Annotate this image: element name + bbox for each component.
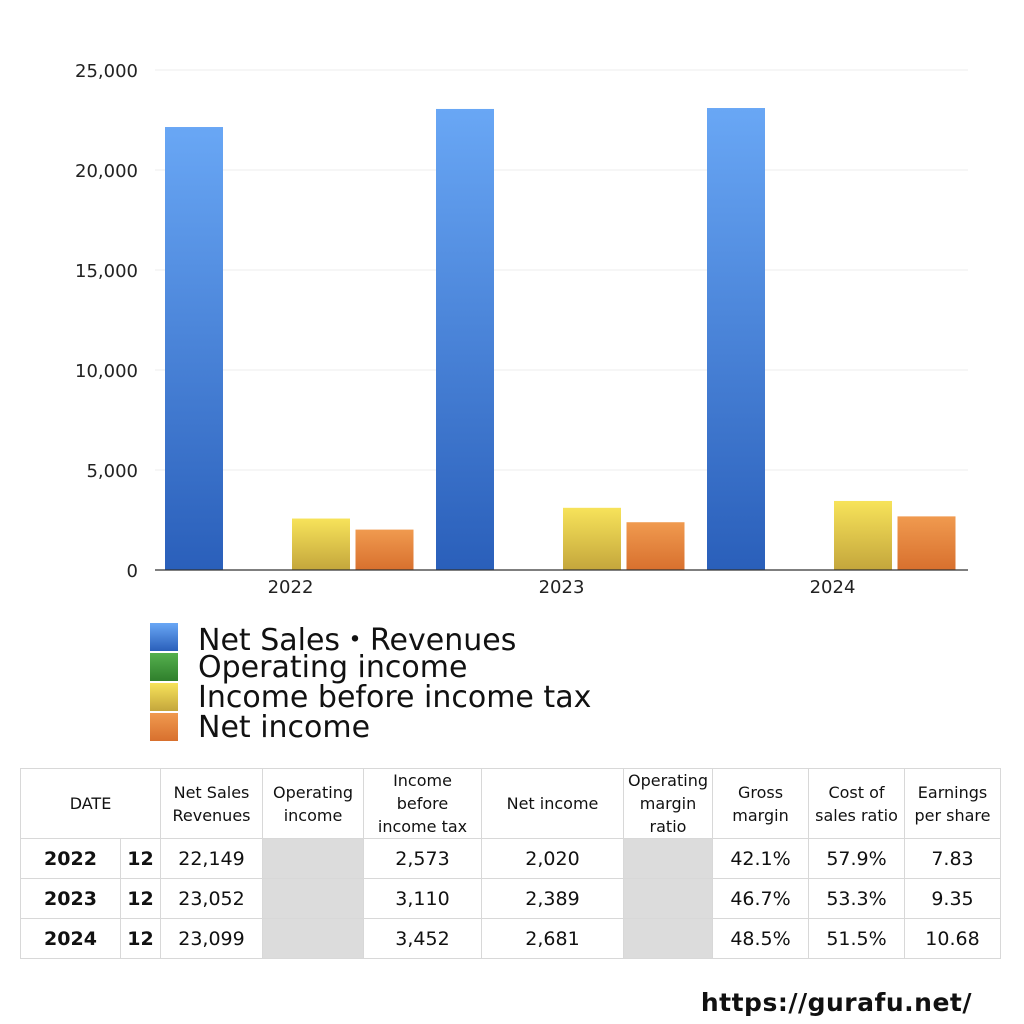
cell-eps: 9.35	[904, 878, 1001, 919]
cell-cost-of-sales: 57.9%	[808, 838, 905, 879]
bar-income-before-tax-2023	[563, 507, 621, 570]
cell-eps: 10.68	[904, 918, 1001, 959]
cell-eps: 7.83	[904, 838, 1001, 879]
header-operating-income: Operating income	[262, 768, 364, 839]
cell-income-before-tax: 2,573	[363, 838, 482, 879]
y-tick-label: 5,000	[86, 461, 138, 482]
legend-item-income-before-tax: Income before income tax	[150, 679, 592, 715]
bar-income-before-tax-2024	[834, 500, 892, 570]
cell-gross-margin: 48.5%	[712, 918, 809, 959]
bar-net-sales-2024	[707, 108, 765, 571]
cell-net-income: 2,389	[481, 878, 624, 919]
bar-chart: 0 5,000 10,000 15,000 20,000 25,000 2022 2023 20…	[75, 61, 968, 598]
cell-gross-margin: 42.1%	[712, 838, 809, 879]
cell-operating-income	[262, 838, 364, 879]
cell-operating-margin	[623, 878, 713, 919]
legend-swatch-net-income	[150, 713, 178, 741]
bar-income-before-tax-2022	[292, 518, 350, 570]
header-earnings-per-share: Earnings per share	[904, 768, 1001, 839]
legend-item-net-income: Net income	[150, 709, 591, 745]
table-row: 2022 12 22,149 2,573 2,020 42.1% 57.9% 7…	[20, 838, 1001, 879]
table-row: 2023 12 23,052 3,110 2,389 46.7% 53.3% 9…	[20, 878, 1001, 919]
legend-swatch-operating-income	[150, 653, 178, 681]
header-income-before-tax: Income before income tax	[363, 768, 482, 839]
cell-month: 12	[120, 878, 161, 919]
y-tick-label: 10,000	[75, 361, 138, 382]
legend-label-net-sales: Net Sales・Revenues	[198, 623, 517, 658]
x-tick-label: 2024	[810, 577, 856, 598]
chart-legend: Net Sales・Revenues Operating income Inco…	[150, 622, 592, 745]
cell-cost-of-sales: 53.3%	[808, 878, 905, 919]
legend-label-income-before-tax: Income before income tax	[198, 679, 592, 715]
legend-label-net-income: Net income	[198, 709, 371, 745]
cell-year: 2022	[20, 838, 121, 879]
legend-item-operating-income: Operating income	[150, 649, 591, 685]
header-net-sales: Net Sales Revenues	[160, 768, 263, 839]
legend-swatch-net-sales	[150, 623, 178, 651]
cell-year: 2024	[20, 918, 121, 959]
y-tick-label: 15,000	[75, 261, 138, 282]
header-net-income: Net income	[481, 768, 624, 839]
header-cost-of-sales-ratio: Cost of sales ratio	[808, 768, 905, 839]
bar-net-income-2023	[626, 522, 685, 570]
y-tick-label: 25,000	[75, 61, 138, 82]
cell-gross-margin: 46.7%	[712, 878, 809, 919]
cell-net-sales: 23,099	[160, 918, 263, 959]
cell-operating-income	[262, 878, 364, 919]
header-operating-margin-ratio: Operating margin ratio	[623, 768, 713, 839]
cell-operating-margin	[623, 918, 713, 959]
cell-operating-margin	[623, 838, 713, 879]
table-header-row: DATE Net Sales Revenues Operating income I…	[20, 768, 1001, 839]
x-tick-label: 2023	[539, 577, 585, 598]
cell-net-sales: 22,149	[160, 838, 263, 879]
bar-net-income-2024	[897, 516, 956, 570]
y-tick-label: 20,000	[75, 161, 138, 182]
legend-label-operating-income: Operating income	[198, 649, 468, 685]
bar-net-income-2022	[355, 529, 414, 570]
cell-operating-income	[262, 918, 364, 959]
bar-net-sales-2023	[436, 108, 494, 571]
table-row: 2024 12 23,099 3,452 2,681 48.5% 51.5% 1…	[20, 918, 1001, 959]
header-gross-margin: Gross margin	[712, 768, 809, 839]
cell-net-income: 2,681	[481, 918, 624, 959]
cell-income-before-tax: 3,110	[363, 878, 482, 919]
cell-net-income: 2,020	[481, 838, 624, 879]
y-tick-label: 0	[127, 561, 138, 582]
legend-item-net-sales: Net Sales・Revenues	[150, 622, 591, 658]
financial-data-table: DATE Net Sales Revenues Operating income I…	[20, 768, 1001, 959]
bar-net-sales-2022	[165, 127, 223, 571]
legend-swatch-income-before-tax	[150, 683, 178, 711]
cell-month: 12	[120, 838, 161, 879]
header-date: DATE	[20, 768, 161, 839]
cell-net-sales: 23,052	[160, 878, 263, 919]
source-url: https://gurafu.net/	[700, 988, 972, 1017]
x-tick-label: 2022	[268, 577, 314, 598]
cell-income-before-tax: 3,452	[363, 918, 482, 959]
cell-year: 2023	[20, 878, 121, 919]
cell-month: 12	[120, 918, 161, 959]
cell-cost-of-sales: 51.5%	[808, 918, 905, 959]
